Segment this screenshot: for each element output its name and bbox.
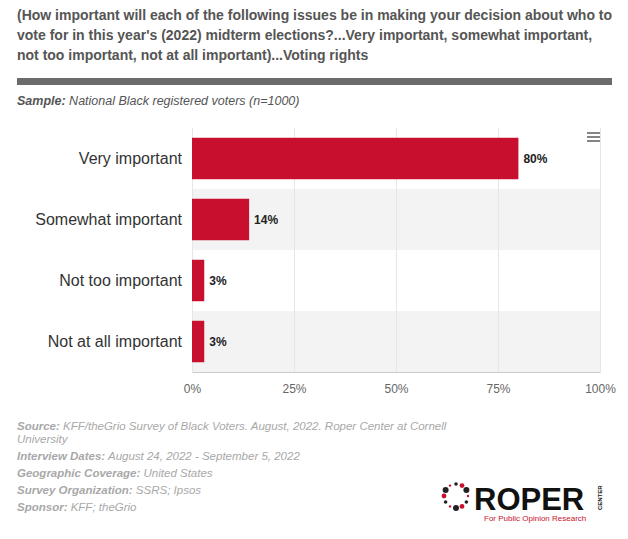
title-rule [17, 78, 612, 85]
x-tick-label: 0% [184, 382, 202, 396]
data-label: 80% [523, 152, 547, 166]
x-axis: 0% 25% 50% 75% 100% [184, 128, 616, 396]
footer-note-label: Survey Organization: [17, 484, 133, 496]
bar [192, 138, 518, 179]
x-axis-line [193, 372, 601, 373]
logo-name: ROPER [474, 482, 584, 517]
bar [192, 260, 204, 301]
x-tick-label: 50% [384, 382, 408, 396]
logo-dot [449, 484, 451, 486]
y-tick: Very important [79, 150, 183, 167]
logo-dot [443, 487, 449, 493]
footer-note-label: Interview Dates: [17, 450, 105, 462]
category-label: Not at all important [48, 333, 183, 350]
data-label: 14% [254, 213, 278, 227]
menu-icon-line [587, 140, 600, 142]
x-tick-label: 100% [585, 382, 616, 396]
bars [192, 138, 518, 362]
footer-note: Interview Dates: August 24, 2022 - Septe… [17, 450, 300, 462]
category-label: Very important [79, 150, 183, 167]
footer-note-text: University [17, 433, 69, 445]
data-label: 3% [209, 335, 227, 349]
y-axis: Very important Somewhat important Not too … [35, 150, 182, 350]
chart-svg: (How important will each of the followin… [0, 0, 628, 539]
footer-note: Survey Organization: SSRS; Ipsos [17, 484, 201, 496]
logo-dot [454, 482, 458, 486]
footer-note: Geographic Coverage: United States [17, 467, 213, 479]
menu-icon [587, 133, 600, 141]
logo: ROPER CENTER For Public Opinion Research [442, 482, 603, 523]
footer-note-text: SSRS; Ipsos [133, 484, 202, 496]
logo-dot [460, 483, 465, 488]
title: (How important will each of the followin… [17, 7, 612, 63]
footer-note-label: Sponsor: [17, 501, 68, 513]
logo-dot [444, 500, 448, 504]
y-tick: Not at all important [48, 333, 183, 350]
bar [192, 321, 204, 362]
x-tick-label: 25% [282, 382, 306, 396]
category-label: Not too important [59, 272, 182, 289]
subtitle: Sample: National Black registered voters… [17, 94, 299, 108]
subtitle-text: National Black registered voters (n=1000… [66, 94, 300, 108]
title-line: not too important, not at all important)… [17, 47, 368, 63]
menu-icon-line [587, 136, 600, 138]
logo-sub: CENTER [597, 485, 603, 510]
title-line: (How important will each of the followin… [17, 7, 612, 23]
logo-dot [463, 487, 469, 493]
y-tick: Not too important [59, 272, 182, 289]
footer-note-label: Geographic Coverage: [17, 467, 141, 479]
logo-dot [460, 504, 465, 509]
footer-note: Source: KFF/theGrio Survey of Black Vote… [17, 420, 447, 445]
menu-icon-line [587, 132, 600, 134]
footer-note-text: August 24, 2022 - September 5, 2022 [105, 450, 300, 462]
x-tick-label: 75% [486, 382, 510, 396]
footer-note-label: Source: [17, 420, 60, 432]
logo-dot [467, 495, 469, 497]
x-tick: 100% [585, 128, 616, 396]
grid-line [600, 128, 601, 372]
footer-note-text: KFF; theGrio [67, 501, 137, 513]
logo-dot [465, 500, 469, 504]
logo-dot [442, 494, 447, 499]
data-labels: 80% 14% 3% 3% [209, 152, 548, 349]
footer-note-text: KFF/theGrio Survey of Black Voters. Augu… [60, 420, 447, 432]
footer-note: Sponsor: KFF; theGrio [17, 501, 137, 513]
logo-dot [453, 505, 459, 511]
logo-dot [449, 505, 451, 507]
data-label: 3% [209, 274, 227, 288]
chart-container: (How important will each of the followin… [0, 0, 628, 539]
y-tick: Somewhat important [35, 211, 182, 228]
title-line: vote for in this year's (2022) midterm e… [17, 27, 592, 43]
category-label: Somewhat important [35, 211, 182, 228]
bar [192, 199, 249, 240]
subtitle-label: Sample: [17, 94, 66, 108]
footer-note-text: United States [140, 467, 212, 479]
logo-tagline: For Public Opinion Research [484, 514, 586, 523]
